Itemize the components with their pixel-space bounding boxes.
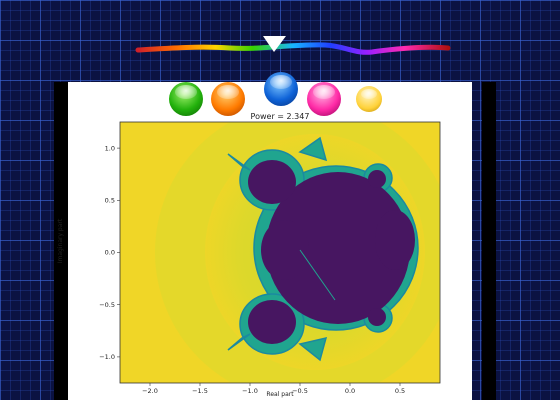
x-tick-label: 0.5 — [395, 387, 405, 395]
x-tick-label: −2.0 — [142, 387, 158, 395]
swatch-green[interactable] — [169, 82, 203, 116]
x-tick-label: 0.0 — [345, 387, 355, 395]
swatch-pink[interactable] — [307, 82, 341, 116]
x-tick-label: −0.5 — [292, 387, 308, 395]
x-tick-label: −1.0 — [242, 387, 258, 395]
y-tick-label: 0.5 — [105, 197, 115, 205]
y-axis-ticks: 1.0 0.5 0.0 −0.5 −1.0 — [99, 144, 120, 361]
y-tick-label: 0.0 — [105, 249, 115, 257]
figure-left-edge — [54, 82, 68, 400]
x-tick-label: −1.5 — [192, 387, 208, 395]
hue-slider-track[interactable] — [135, 42, 451, 55]
y-tick-label: −1.0 — [99, 353, 115, 361]
swatch-orange[interactable] — [211, 82, 245, 116]
figure-right-edge — [482, 82, 496, 400]
y-tick-label: 1.0 — [105, 144, 115, 152]
x-axis-ticks: −2.0 −1.5 −1.0 −0.5 0.0 0.5 — [142, 383, 405, 395]
y-axis-title: Imaginary part — [57, 218, 64, 264]
fractal-cusp — [299, 249, 336, 301]
swatch-blue[interactable] — [264, 72, 298, 106]
x-axis-title: Real part — [266, 391, 294, 398]
swatch-yellow[interactable] — [356, 86, 382, 112]
fractal-interior — [248, 160, 415, 344]
plot-title: Power = 2.347 — [250, 112, 310, 121]
hue-slider-handle[interactable] — [263, 36, 286, 52]
hue-slider[interactable] — [130, 30, 455, 60]
y-tick-label: −0.5 — [99, 301, 115, 309]
